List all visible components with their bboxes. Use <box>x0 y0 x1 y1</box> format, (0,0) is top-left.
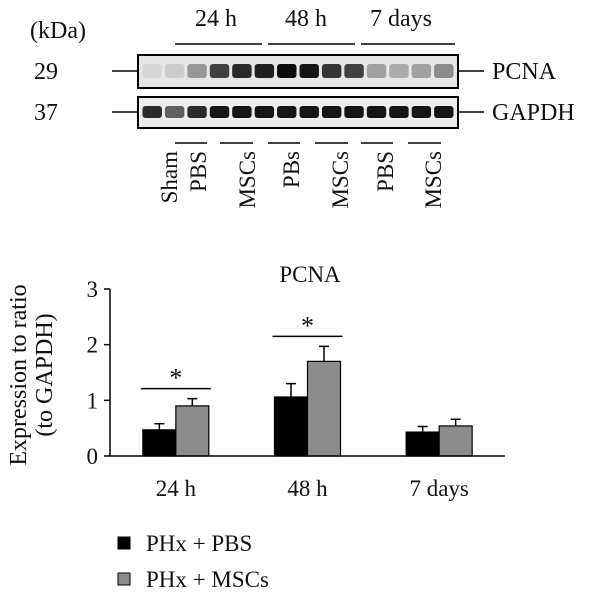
gapdh-membrane-strip <box>137 96 459 129</box>
pcna-band <box>389 64 409 78</box>
legend-swatch <box>117 572 131 586</box>
pcna-band <box>321 64 342 78</box>
pcna-band <box>344 64 364 78</box>
mw-marker-37: 37 <box>34 100 58 126</box>
bar <box>438 425 473 457</box>
pcna-band <box>277 64 297 78</box>
gapdh-band <box>209 106 230 118</box>
lane-label: MSCs <box>328 151 353 209</box>
gapdh-band <box>366 106 387 118</box>
significance-star: * <box>169 364 182 393</box>
time-label-24h: 24 h <box>195 6 237 32</box>
lane-label: PBs <box>279 151 304 188</box>
pcna-band <box>366 64 387 78</box>
bar <box>142 429 177 457</box>
pcna-band <box>254 64 275 78</box>
lane-label: MSCs <box>235 151 260 209</box>
time-label-7days: 7 days <box>370 6 432 32</box>
gapdh-band <box>411 106 432 118</box>
legend: PHx + PBS PHx + MSCs <box>117 531 269 592</box>
gapdh-band <box>321 106 342 118</box>
pcna-band <box>411 64 432 78</box>
lane-label: Sham <box>157 151 182 204</box>
y-tick-label: 1 <box>87 388 99 413</box>
y-tick-label: 3 <box>87 277 99 302</box>
gapdh-protein-label: GAPDH <box>492 100 575 126</box>
y-axis-label-line-2: (to GAPDH) <box>32 313 58 436</box>
pcna-band <box>232 64 252 78</box>
lane-label: MSCs <box>421 151 446 209</box>
x-tick-label: 7 days <box>409 476 468 501</box>
pcna-band <box>142 64 162 78</box>
pcna-band <box>187 64 207 78</box>
pcna-band <box>434 64 454 78</box>
y-axis-ticks: 0 1 2 3 <box>87 277 110 469</box>
chart-title: PCNA <box>279 262 341 287</box>
gapdh-band <box>164 106 185 118</box>
bar-chart: PCNA Expression to ratio (to GAPDH) 0 1 2 3… <box>6 262 505 592</box>
bar <box>175 405 210 457</box>
y-tick-label: 0 <box>87 444 99 469</box>
pcna-band <box>164 64 185 78</box>
gapdh-band <box>299 106 319 118</box>
gapdh-bands <box>142 106 454 118</box>
gapdh-band <box>187 106 207 118</box>
western-blot: (kDa) 24 h 48 h 7 days 29 37 PCNA GAPDH … <box>30 6 575 209</box>
gapdh-band <box>389 106 409 118</box>
pcna-band <box>209 64 230 78</box>
bar <box>273 396 309 457</box>
gapdh-band <box>254 106 275 118</box>
x-tick-label: 48 h <box>287 476 328 501</box>
x-tick-label: 24 h <box>156 476 197 501</box>
significance-star: * <box>301 311 314 340</box>
legend-label: PHx + MSCs <box>146 567 269 592</box>
pcna-membrane-strip <box>137 54 459 89</box>
bar <box>405 431 440 457</box>
pcna-protein-label: PCNA <box>492 59 557 85</box>
legend-swatch <box>117 536 131 550</box>
time-label-48h: 48 h <box>285 6 327 32</box>
gapdh-band <box>277 106 297 118</box>
pcna-bands <box>142 64 454 78</box>
kda-unit-label: (kDa) <box>30 18 86 44</box>
gapdh-band <box>142 106 162 118</box>
pcna-band <box>299 64 319 78</box>
x-axis-labels: 24 h 48 h 7 days <box>156 476 469 501</box>
significance-marks: ** <box>140 311 343 393</box>
bar-series <box>142 345 473 457</box>
gapdh-band <box>232 106 252 118</box>
gapdh-band <box>344 106 364 118</box>
y-tick-label: 2 <box>87 333 99 358</box>
lane-label: PBS <box>373 151 398 192</box>
legend-label: PHx + PBS <box>146 531 252 556</box>
gapdh-band <box>434 106 454 118</box>
mw-marker-29: 29 <box>34 59 58 85</box>
y-axis-label-line-1: Expression to ratio <box>6 284 32 465</box>
bar <box>306 360 342 457</box>
lane-label: PBS <box>186 151 211 192</box>
lane-labels: Sham PBS MSCs PBs MSCs PBS MSCs <box>157 151 446 209</box>
